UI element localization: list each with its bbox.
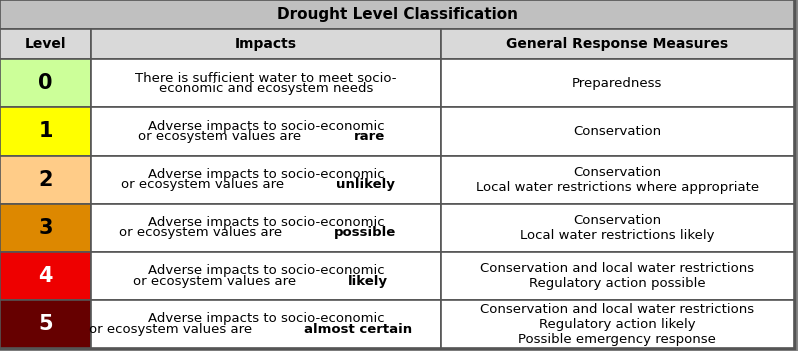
Text: economic and ecosystem needs: economic and ecosystem needs: [159, 82, 373, 95]
Text: 3: 3: [38, 218, 53, 238]
Bar: [0, 28, 91, 59]
Bar: [440, 155, 794, 204]
Text: or ecosystem values are: or ecosystem values are: [119, 226, 286, 239]
Bar: [91, 59, 440, 107]
Bar: [440, 252, 794, 300]
Text: 5: 5: [38, 314, 53, 334]
Bar: [91, 155, 440, 204]
Text: 0: 0: [38, 73, 53, 93]
Text: or ecosystem values are: or ecosystem values are: [89, 323, 256, 336]
Bar: [91, 204, 440, 252]
Text: Adverse impacts to socio-economic: Adverse impacts to socio-economic: [148, 264, 385, 277]
Text: Drought Level Classification: Drought Level Classification: [277, 7, 518, 22]
Text: Preparedness: Preparedness: [572, 77, 662, 90]
Text: Adverse impacts to socio-economic: Adverse impacts to socio-economic: [148, 120, 385, 133]
Bar: [91, 300, 440, 348]
Bar: [440, 28, 794, 59]
Text: Level: Level: [25, 37, 66, 51]
Bar: [0, 252, 91, 300]
Text: There is sufficient water to meet socio-: There is sufficient water to meet socio-: [135, 72, 397, 85]
Text: Conservation and local water restrictions
Regulatory action possible: Conservation and local water restriction…: [480, 262, 754, 290]
Text: or ecosystem values are: or ecosystem values are: [120, 178, 288, 191]
Text: Conservation: Conservation: [573, 125, 662, 138]
Bar: [440, 300, 794, 348]
Bar: [0, 0, 794, 28]
Bar: [440, 204, 794, 252]
Bar: [91, 107, 440, 155]
Text: almost certain: almost certain: [304, 323, 412, 336]
Text: Adverse impacts to socio-economic: Adverse impacts to socio-economic: [148, 312, 385, 325]
Text: likely: likely: [348, 275, 388, 288]
Text: 4: 4: [38, 266, 53, 286]
Bar: [440, 107, 794, 155]
Text: rare: rare: [354, 130, 385, 143]
Text: or ecosystem values are: or ecosystem values are: [133, 275, 300, 288]
Text: Conservation and local water restrictions
Regulatory action likely
Possible emer: Conservation and local water restriction…: [480, 303, 754, 346]
Bar: [0, 300, 91, 348]
Bar: [91, 28, 440, 59]
Text: Adverse impacts to socio-economic: Adverse impacts to socio-economic: [148, 168, 385, 181]
Bar: [0, 204, 91, 252]
Bar: [440, 59, 794, 107]
Bar: [0, 59, 91, 107]
Text: unlikely: unlikely: [336, 178, 394, 191]
Text: Conservation
Local water restrictions likely: Conservation Local water restrictions li…: [520, 214, 715, 242]
Text: Adverse impacts to socio-economic: Adverse impacts to socio-economic: [148, 216, 385, 229]
Bar: [0, 107, 91, 155]
Text: Impacts: Impacts: [235, 37, 297, 51]
Text: 2: 2: [38, 170, 53, 190]
Text: or ecosystem values are: or ecosystem values are: [139, 130, 306, 143]
Text: General Response Measures: General Response Measures: [506, 37, 729, 51]
Bar: [91, 252, 440, 300]
Text: 1: 1: [38, 121, 53, 141]
Bar: [0, 155, 91, 204]
Text: possible: possible: [334, 226, 396, 239]
Text: Conservation
Local water restrictions where appropriate: Conservation Local water restrictions wh…: [476, 166, 759, 194]
